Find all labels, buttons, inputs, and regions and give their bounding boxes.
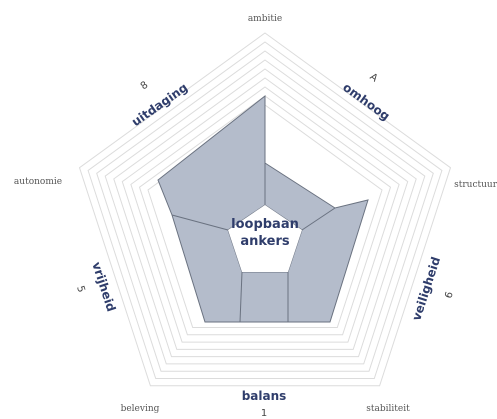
ring [113, 68, 417, 358]
spokes [171, 163, 336, 323]
center-label: loopbaan [231, 217, 299, 232]
segment-label: uitdaging [129, 80, 190, 129]
segment-code: A [367, 72, 379, 85]
ring [87, 41, 443, 379]
segment-code: 5 [74, 284, 86, 293]
vertex-label: ambitie [248, 14, 282, 24]
ring [96, 50, 434, 372]
segment-label: vrijheid [89, 260, 118, 313]
center-label: ankers [240, 234, 290, 249]
vertex-label: autonomie [14, 177, 62, 187]
ring [104, 59, 426, 365]
segment-code: 6 [443, 290, 455, 299]
ring [130, 86, 400, 343]
vertex-label: structuur [454, 180, 497, 190]
segment-label: veiligheid [409, 255, 443, 322]
segment-code: 1 [261, 408, 267, 419]
ring [138, 95, 392, 336]
vertex-label: stabiliteit [366, 404, 410, 414]
rings [78, 32, 452, 387]
ring [78, 32, 452, 387]
segment-code: 8 [139, 80, 151, 93]
segment-label: balans [242, 389, 287, 403]
center-box [228, 205, 302, 272]
ring [121, 77, 409, 350]
vertex-label: beleving [121, 404, 160, 414]
